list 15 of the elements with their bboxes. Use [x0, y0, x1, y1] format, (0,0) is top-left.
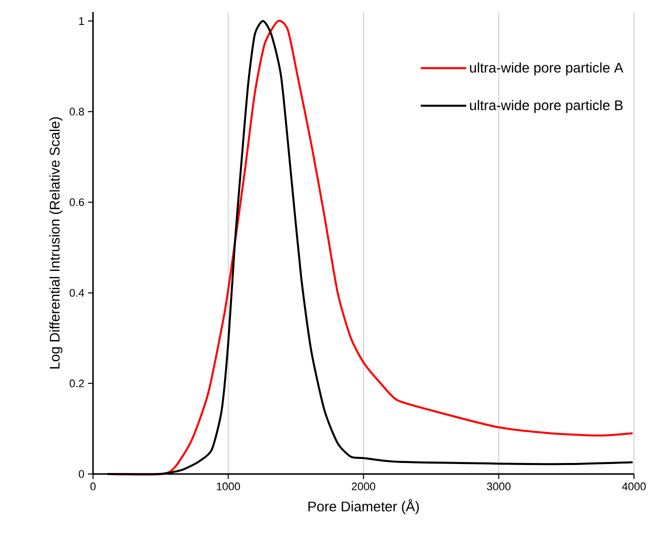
- x-tick-label: 2000: [352, 482, 376, 490]
- x-tick-label: 0: [90, 482, 96, 490]
- x-tick-label: 1000: [216, 482, 240, 490]
- y-tick-label: 1: [79, 17, 84, 25]
- y-tick-label: 0.4: [70, 288, 84, 297]
- y-tick-label: 0.6: [70, 198, 84, 206]
- y-tick-label: 0.8: [70, 108, 84, 116]
- x-tick-label: 4000: [622, 482, 646, 490]
- legend-label: ultra-wide pore particle A: [470, 62, 624, 76]
- y-tick-label: 0.2: [70, 380, 84, 388]
- x-axis-title: Pore Diameter (Å): [308, 499, 419, 514]
- y-axis-title: Log Differential Intrusion (Relative Scale): [49, 117, 62, 368]
- x-tick-label: 3000: [486, 482, 510, 490]
- legend-label: ultra-wide pore particle B: [470, 100, 623, 113]
- y-tick-label: 0: [78, 470, 84, 478]
